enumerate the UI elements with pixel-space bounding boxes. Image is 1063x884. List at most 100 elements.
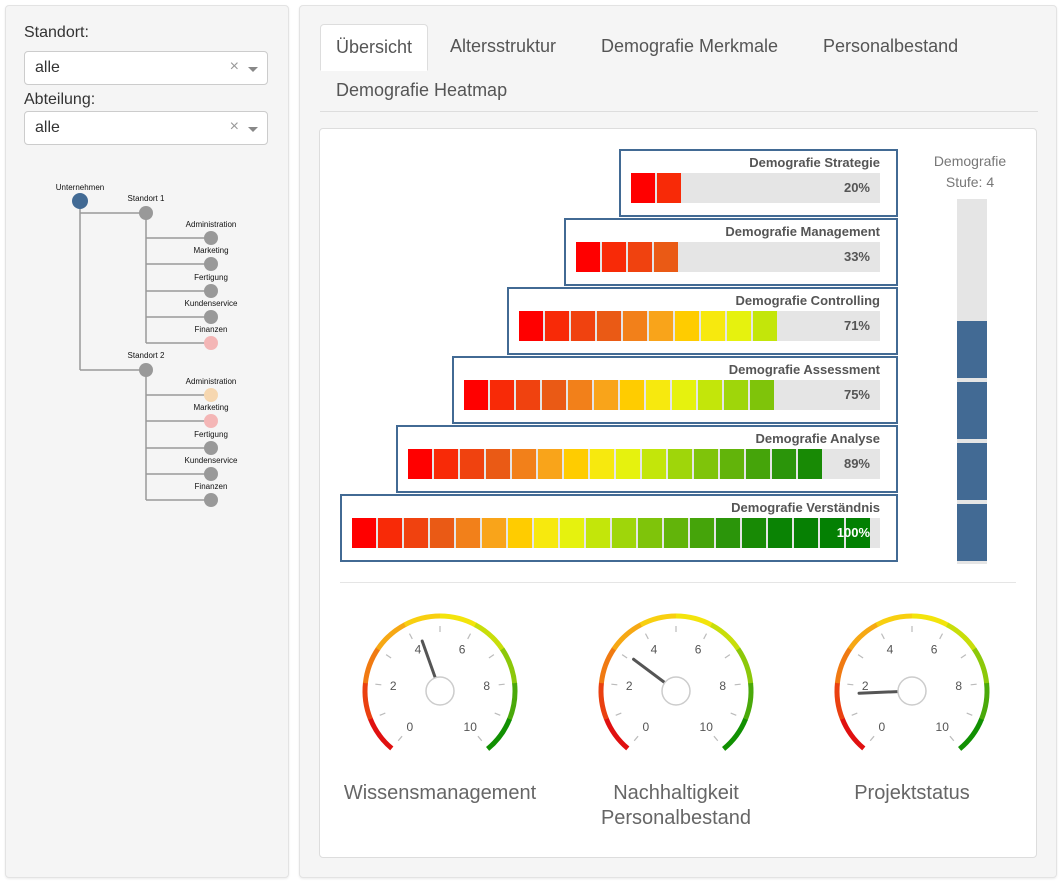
tree-location-node	[139, 363, 153, 377]
bar-cell	[742, 518, 766, 548]
gauge-tick	[703, 633, 708, 640]
tab-demografie-merkmale[interactable]: Demografie Merkmale	[601, 36, 779, 56]
bar-cell	[512, 449, 536, 479]
tab-uebersicht[interactable]: Übersicht	[320, 24, 429, 71]
gauge-arc-segment	[847, 622, 879, 651]
bar-cell	[542, 380, 566, 410]
bar-cell	[482, 518, 506, 548]
stufe-level-bar	[957, 199, 987, 564]
tree-department-label: Kundenservice	[185, 456, 238, 465]
bar-cell	[576, 242, 600, 272]
bar-cell	[594, 380, 618, 410]
tab-altersstruktur[interactable]: Altersstruktur	[450, 36, 557, 56]
bar-cell	[590, 449, 614, 479]
gauge-arc-segment	[439, 613, 478, 628]
bar-cell	[794, 518, 818, 548]
tree-department-label: Kundenservice	[185, 299, 238, 308]
gauge-arc-segment	[675, 613, 714, 628]
standort-label: Standort:	[24, 24, 89, 41]
gauge-arc-segment	[403, 613, 441, 628]
gauge-tick-label: 6	[695, 643, 702, 657]
tree-location-node	[139, 206, 153, 220]
main-panel: Übersicht Altersstruktur Demografie Merk…	[299, 5, 1057, 878]
tree-root-node	[72, 193, 88, 209]
demografie-bar: Demografie Verständnis 100%	[340, 494, 898, 562]
bar-cell	[642, 449, 666, 479]
gauge-tick-label: 8	[719, 679, 726, 693]
gauge-tick-label: 4	[887, 643, 894, 657]
tree-department-node	[204, 388, 218, 402]
gauge-tick-label: 2	[862, 679, 869, 693]
bar-title: Demografie Controlling	[735, 293, 880, 308]
gauge-tick-label: 2	[390, 679, 397, 693]
tree-location-label: Standort 1	[128, 194, 165, 203]
bar-cell	[720, 449, 744, 479]
tree-department-label: Finanzen	[195, 325, 228, 334]
gauge-tick	[615, 712, 622, 716]
tree-department-label: Fertigung	[194, 273, 228, 282]
demografie-bar: Demografie Management 33%	[564, 218, 898, 286]
bar-cell	[698, 380, 722, 410]
bar-cell	[516, 380, 540, 410]
bar-fill	[408, 449, 824, 479]
bar-cell	[638, 518, 662, 548]
tab-personalbestand[interactable]: Personalbestand	[823, 36, 959, 56]
chevron-down-icon[interactable]	[248, 67, 258, 72]
bar-cell	[750, 380, 774, 410]
clear-icon[interactable]: ×	[229, 118, 239, 135]
gauge: 0 2 4 6 8 10	[362, 613, 518, 751]
bar-cell	[519, 311, 543, 341]
gauge-tick	[488, 654, 495, 659]
gauge-tick	[611, 683, 618, 686]
bar-cell	[568, 380, 592, 410]
bar-cell	[404, 518, 428, 548]
bar-cell	[724, 380, 748, 410]
gauge-arc-segment	[375, 622, 407, 651]
bar-cell	[464, 380, 488, 410]
demografie-bar: Demografie Analyse 89%	[396, 425, 898, 493]
gauge-tick	[851, 712, 858, 716]
bar-fill	[352, 518, 872, 548]
gauge-tick	[498, 683, 505, 686]
bar-cell	[538, 449, 562, 479]
gauge-arc-segment	[945, 622, 977, 652]
gauge-tick	[734, 683, 741, 686]
gauge-arc-segment	[485, 718, 512, 751]
tree-department-label: Finanzen	[195, 482, 228, 491]
bar-track: 20%	[631, 173, 880, 203]
stufe-level-segment	[957, 321, 987, 378]
standort-select[interactable]: alle ×	[24, 51, 268, 85]
bar-cell	[631, 173, 655, 203]
bar-cell	[675, 311, 699, 341]
bar-cell	[753, 311, 777, 341]
gauge-tick	[869, 735, 875, 742]
gauge-tick	[379, 712, 386, 716]
gauge-tick-label: 4	[651, 643, 658, 657]
clear-icon[interactable]: ×	[229, 58, 239, 75]
bar-cell	[690, 518, 714, 548]
bar-fill	[631, 173, 683, 203]
stufe-level-segment	[957, 382, 987, 439]
gauge-arc-segment	[598, 646, 617, 684]
tab-demografie-heatmap[interactable]: Demografie Heatmap	[336, 80, 508, 100]
gauge-hub	[425, 676, 455, 706]
bar-fill	[576, 242, 680, 272]
gauge-arc-segment	[709, 622, 741, 652]
abteilung-select[interactable]: alle ×	[24, 111, 268, 145]
gauge-arc-segment	[834, 646, 853, 684]
bar-percent: 71%	[843, 318, 870, 333]
bar-cell	[772, 449, 796, 479]
gauge-tick	[724, 654, 731, 659]
gauge-arc-segment	[611, 622, 643, 651]
bar-cell	[430, 518, 454, 548]
stufe-level-segment	[957, 443, 987, 500]
chevron-down-icon[interactable]	[248, 127, 258, 132]
bar-cell	[672, 380, 696, 410]
bar-cell	[378, 518, 402, 548]
bar-cell	[597, 311, 621, 341]
bar-cell	[657, 173, 681, 203]
bar-cell	[408, 449, 432, 479]
bar-cell	[456, 518, 480, 548]
tree-department-label: Fertigung	[194, 430, 228, 439]
gauge-tick	[847, 683, 854, 686]
